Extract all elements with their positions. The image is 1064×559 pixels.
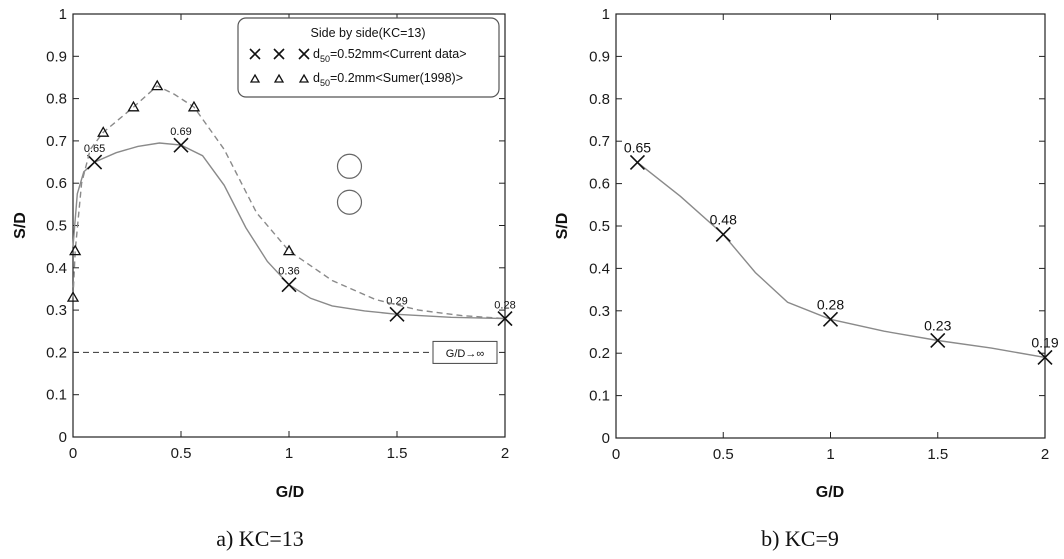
plot-frame <box>615 13 1046 439</box>
x-axis-label: G/D <box>816 484 844 501</box>
legend-entry-subscript: 50 <box>320 54 330 64</box>
y-tick-label: 0.6 <box>46 175 67 192</box>
legend-title: Side by side(KC=13) <box>311 26 426 40</box>
x-tick-label: 1 <box>285 445 293 462</box>
y-axis-label: S/D <box>12 212 29 239</box>
series-line <box>72 142 506 320</box>
y-tick-label: 0.6 <box>589 176 610 193</box>
x-tick-label: 1.5 <box>387 445 408 462</box>
reference-label-box <box>432 340 498 364</box>
y-tick-label: 0.4 <box>589 260 610 277</box>
x-tick-label: 1.5 <box>927 446 948 463</box>
legend-marker-x <box>273 48 285 60</box>
data-point-triangle <box>66 291 80 302</box>
data-label: 0.23 <box>924 317 951 333</box>
series-0: 0.65 0.48 0.28 0.23 0.19 <box>624 139 1059 366</box>
legend-entry-label: d50=0.2mm<Sumer(1998)> <box>313 71 463 88</box>
y-tick-label: 0.8 <box>589 91 610 108</box>
data-point-x <box>1037 349 1053 366</box>
chart-panel-a: 0 0.1 0.2 0.3 0.4 0.5 0.6 0.7 0.8 0.9 1 0 0.5 1 1.5 2 G/… <box>12 6 516 551</box>
y-tick-label: 0.2 <box>589 345 610 362</box>
data-point-x <box>389 306 405 322</box>
data-label: 0.28 <box>494 300 515 312</box>
legend-marker-x <box>298 48 310 60</box>
legend-entry-rest: =0.52mm<Current data> <box>330 47 467 61</box>
series-1 <box>66 79 506 320</box>
data-point-x <box>629 154 646 170</box>
y-tick-label: 0.9 <box>589 48 610 65</box>
y-tick-label: 0.1 <box>589 388 610 405</box>
legend-entry-d: d <box>313 47 320 61</box>
y-tick-label: 0.5 <box>589 218 610 235</box>
data-point-x <box>87 154 103 170</box>
x-tick-label: 0 <box>69 445 77 462</box>
y-tick-label: 0.4 <box>46 260 67 277</box>
legend-marker-triangle <box>249 73 261 83</box>
y-tick-label: 0 <box>59 429 67 446</box>
y-tick-label: 1 <box>602 6 610 23</box>
x-tick-label: 2 <box>501 445 509 462</box>
legend-entry-label: d50=0.52mm<Current data> <box>313 47 467 64</box>
y-tick-label: 1 <box>59 6 67 23</box>
data-label: 0.65 <box>624 139 651 155</box>
series-0: 0.65 0.69 0.36 0.29 0.28 <box>72 126 516 327</box>
data-point-x <box>497 310 513 327</box>
y-tick-label: 0.3 <box>589 303 610 320</box>
reference-line-label: G/D→∞ <box>446 348 484 360</box>
y-tick-label: 0 <box>602 430 610 447</box>
data-label: 0.19 <box>1031 334 1058 350</box>
data-label: 0.29 <box>386 295 407 307</box>
data-point-triangle <box>127 100 140 112</box>
y-axis-label: S/D <box>554 213 571 240</box>
data-point-x <box>715 226 731 243</box>
y-tick-label: 0.5 <box>46 218 67 235</box>
y-tick-label: 0.3 <box>46 302 67 319</box>
y-tick-label: 0.8 <box>46 91 67 108</box>
series-line <box>72 85 506 320</box>
data-point-x <box>822 311 839 327</box>
legend-entry-rest: =0.2mm<Sumer(1998)> <box>330 71 463 85</box>
chart-panel-b: 0 0.1 0.2 0.3 0.4 0.5 0.6 0.7 0.8 0.9 1 0 0.5 1 1.5 2 G/… <box>554 6 1059 551</box>
annotation-circle <box>336 153 363 179</box>
data-point-triangle <box>187 100 201 112</box>
legend-entry-d: d <box>313 71 320 85</box>
data-point-x <box>281 277 297 293</box>
data-point-x <box>173 137 189 153</box>
legend: Side by side(KC=13)d50=0.52mm<Current da… <box>237 17 500 98</box>
y-tick-label: 0.1 <box>46 387 67 404</box>
legend-entry-subscript: 50 <box>320 78 330 88</box>
data-label: 0.36 <box>278 266 299 278</box>
data-point-x <box>930 332 946 349</box>
series-line <box>637 161 1046 359</box>
data-label: 0.48 <box>710 211 737 227</box>
legend-marker-triangle <box>298 73 310 83</box>
y-tick-label: 0.7 <box>589 133 610 150</box>
data-point-triangle <box>151 79 164 91</box>
x-tick-label: 2 <box>1041 446 1049 463</box>
x-tick-label: 0.5 <box>713 446 734 463</box>
annotation-circle <box>336 189 363 215</box>
y-tick-label: 0.2 <box>46 344 67 361</box>
x-tick-label: 1 <box>826 446 834 463</box>
data-point-triangle <box>282 244 296 256</box>
x-axis-label: G/D <box>276 484 304 501</box>
x-tick-label: 0 <box>612 446 620 463</box>
y-tick-label: 0.9 <box>46 48 67 65</box>
data-point-triangle <box>69 244 82 256</box>
panel-caption: b) KC=9 <box>761 526 839 551</box>
legend-marker-x <box>249 48 261 60</box>
data-label: 0.65 <box>84 143 105 155</box>
panel-caption: a) KC=13 <box>216 526 304 551</box>
data-label: 0.69 <box>170 126 191 138</box>
x-tick-label: 0.5 <box>171 445 192 462</box>
legend-marker-triangle <box>273 73 285 83</box>
data-label: 0.28 <box>817 296 844 312</box>
y-tick-label: 0.7 <box>46 133 67 150</box>
data-point-triangle <box>97 126 110 137</box>
